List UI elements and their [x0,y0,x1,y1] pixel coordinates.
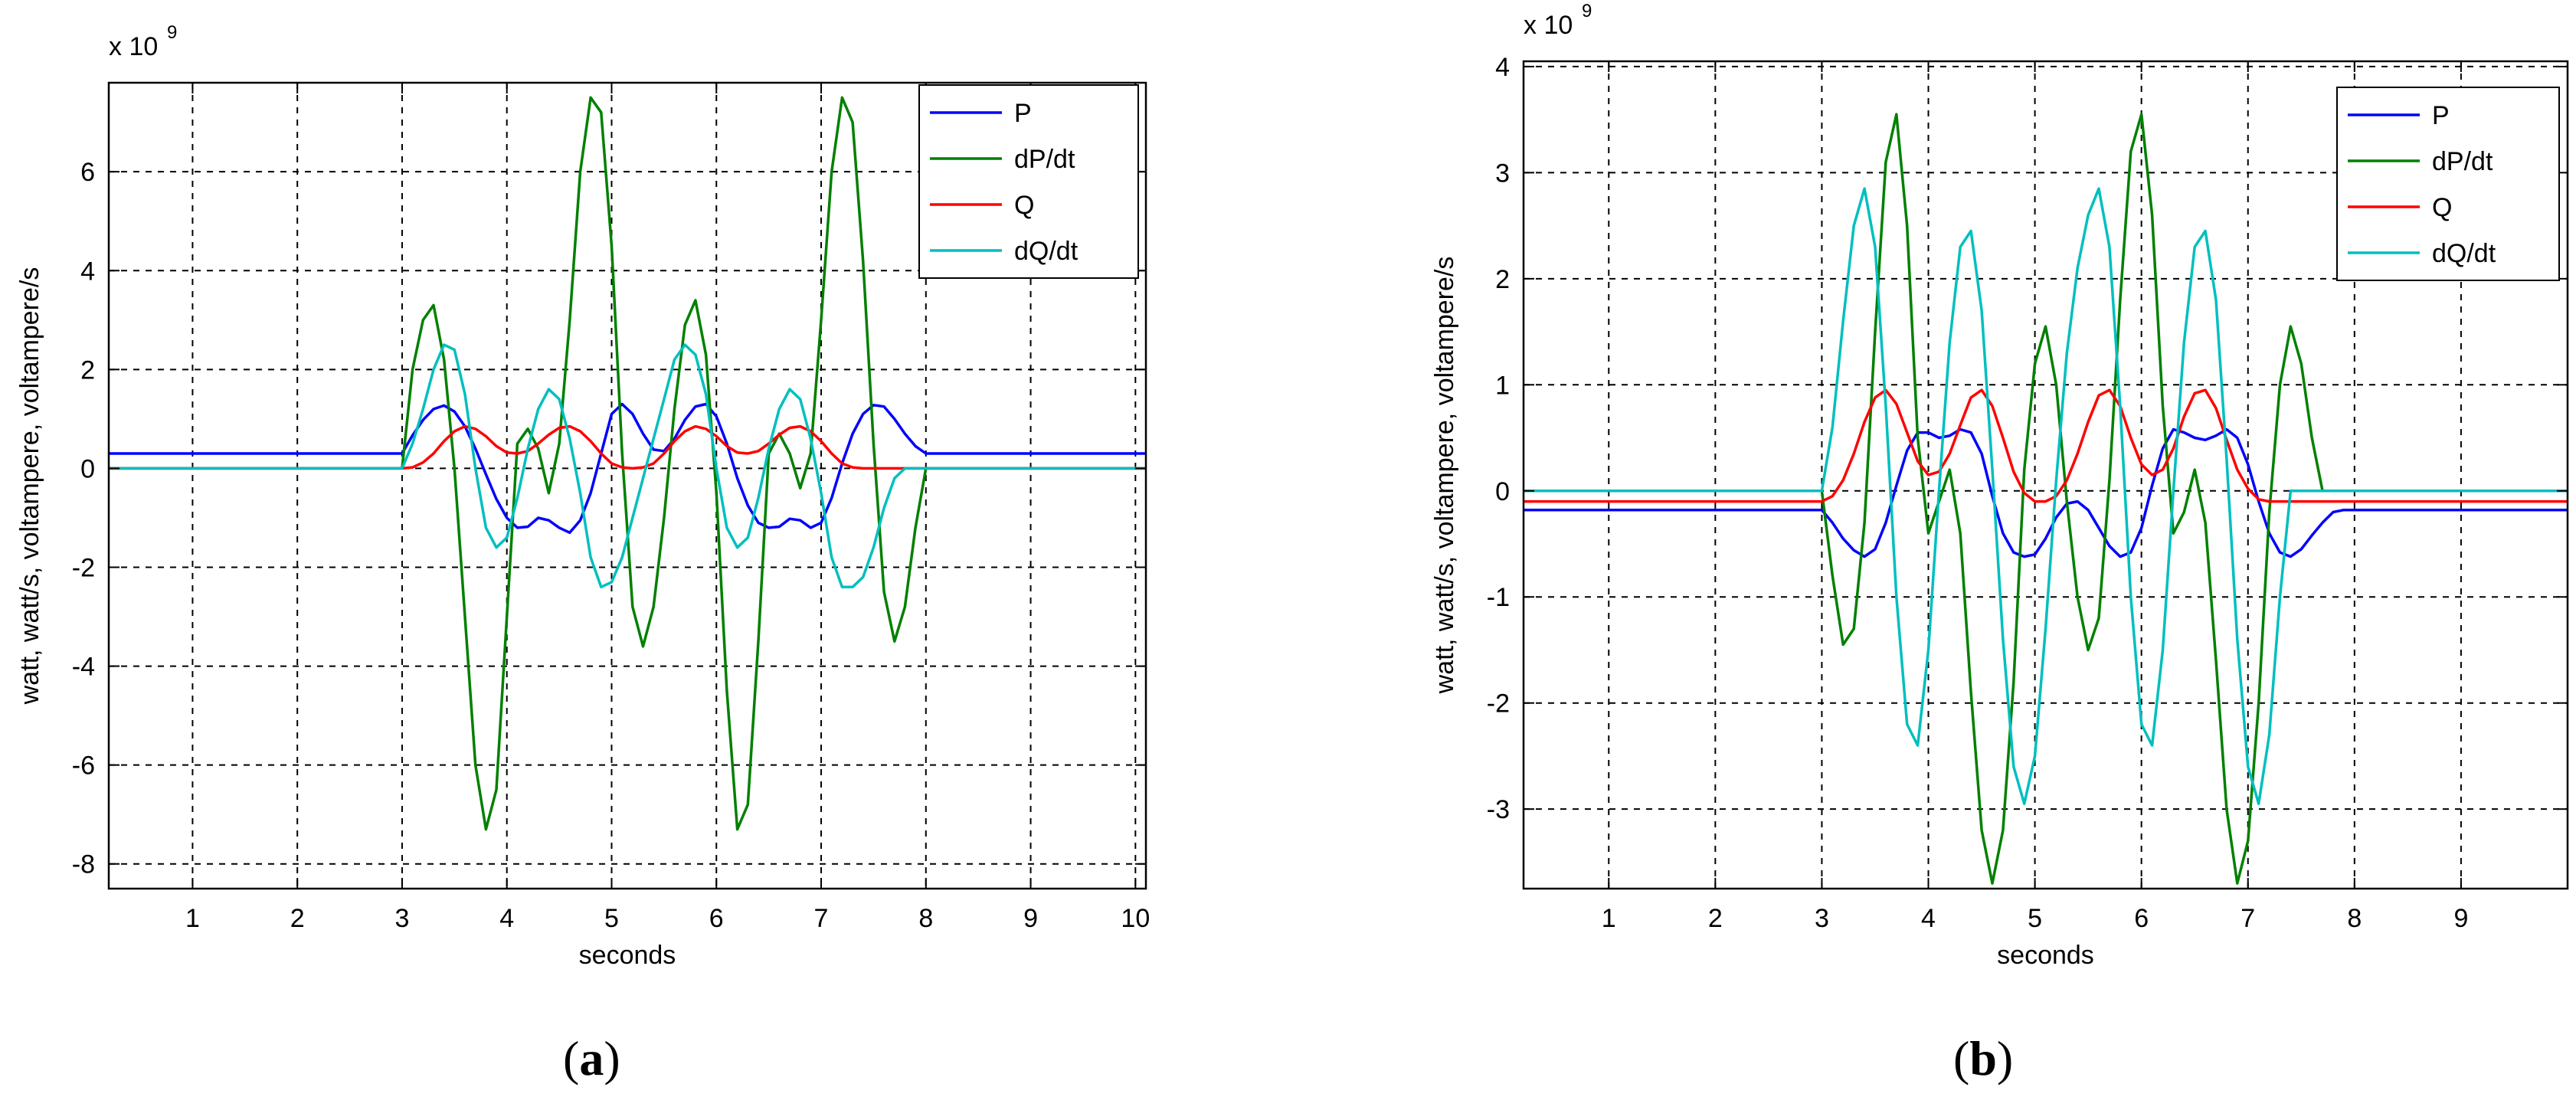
legend-entry: dP/dt [2432,147,2493,176]
x-tick-label: 6 [709,904,724,933]
y-tick-label: 3 [1495,159,1510,188]
x-tick-label: 9 [2453,904,2468,933]
legend-entry: dP/dt [1014,145,1075,174]
y-tick-label: 6 [80,158,95,187]
x-tick-label: 7 [2240,904,2255,933]
y-axis-label: watt, watt/s, voltampere, voltampere/s [15,267,44,706]
series-line-dp-dt [1524,113,2568,885]
y-tick-label: 0 [80,454,95,483]
x-tick-label: 1 [1602,904,1616,933]
x-tick-label: 4 [499,904,514,933]
y-tick-label: 4 [1495,53,1510,82]
series-line-q [109,424,1146,470]
series-line-dp-dt [109,96,1146,831]
y-tick-label: -6 [72,752,95,781]
y-tick-label: -8 [72,850,95,879]
x-tick-label: 6 [2134,904,2149,933]
x-tick-label: 5 [604,904,619,933]
chart-a: 1 2 3 4 5 6 7 8 9 10 -8 -6 -4 -2 0 2 4 6 x 10 9 seconds watt,… [15,22,1150,970]
y-axis-multiplier-exponent: 9 [167,22,177,43]
legend-entry: Q [1014,191,1034,220]
x-tick-label: 3 [394,904,409,933]
series-line-p [109,402,1146,535]
y-tick-label: -4 [72,653,95,682]
x-tick-label: 1 [185,904,200,933]
y-tick-label: 0 [1495,477,1510,506]
x-tick-label: 3 [1815,904,1829,933]
chart-b: 1 2 3 4 5 6 7 8 9 -3 -2 -1 0 1 2 3 4 x 10 9 seconds watt, wa… [1430,1,2569,970]
legend-entry: dQ/dt [1014,237,1079,266]
x-tick-label: 8 [918,904,933,933]
y-axis-label: watt, watt/s, voltampere, voltampere/s [1430,257,1459,695]
x-tick-label: 8 [2347,904,2362,933]
y-axis-multiplier: x 10 [109,32,158,61]
x-tick-label: 7 [814,904,829,933]
axes-frame [1522,60,2569,890]
y-axis-multiplier-exponent: 9 [1582,1,1592,21]
x-tick-label: 2 [1708,904,1723,933]
panel-label-a: (a) [563,1031,620,1086]
series-line-dq-dt [1524,187,2568,805]
legend-entry: Q [2432,193,2452,222]
series-line-p [1524,427,2568,558]
y-tick-label: 4 [80,257,95,286]
x-tick-label: 5 [2028,904,2042,933]
x-tick-label: 9 [1023,904,1038,933]
legend-box [918,84,1139,279]
x-tick-label: 4 [1921,904,1936,933]
x-tick-label: 10 [1121,904,1150,933]
y-tick-label: -3 [1487,795,1510,824]
x-axis-label: seconds [579,941,676,970]
y-tick-label: -2 [72,553,95,582]
series-line-dq-dt [109,343,1146,589]
legend-entry: dQ/dt [2432,239,2496,268]
x-axis-label: seconds [1997,941,2094,970]
series-line-q [1524,388,2568,503]
y-tick-label: -1 [1487,583,1510,612]
panel-label-b: (b) [1953,1031,2014,1086]
legend-entry: P [1014,99,1032,128]
y-axis-multiplier: x 10 [1524,11,1573,40]
y-tick-label: 2 [80,355,95,385]
legend-box [2336,87,2560,281]
y-tick-label: 1 [1495,371,1510,400]
x-tick-label: 2 [290,904,305,933]
y-tick-label: -2 [1487,689,1510,719]
legend-entry: P [2432,101,2450,130]
y-tick-label: 2 [1495,265,1510,294]
axes-frame [107,81,1147,890]
